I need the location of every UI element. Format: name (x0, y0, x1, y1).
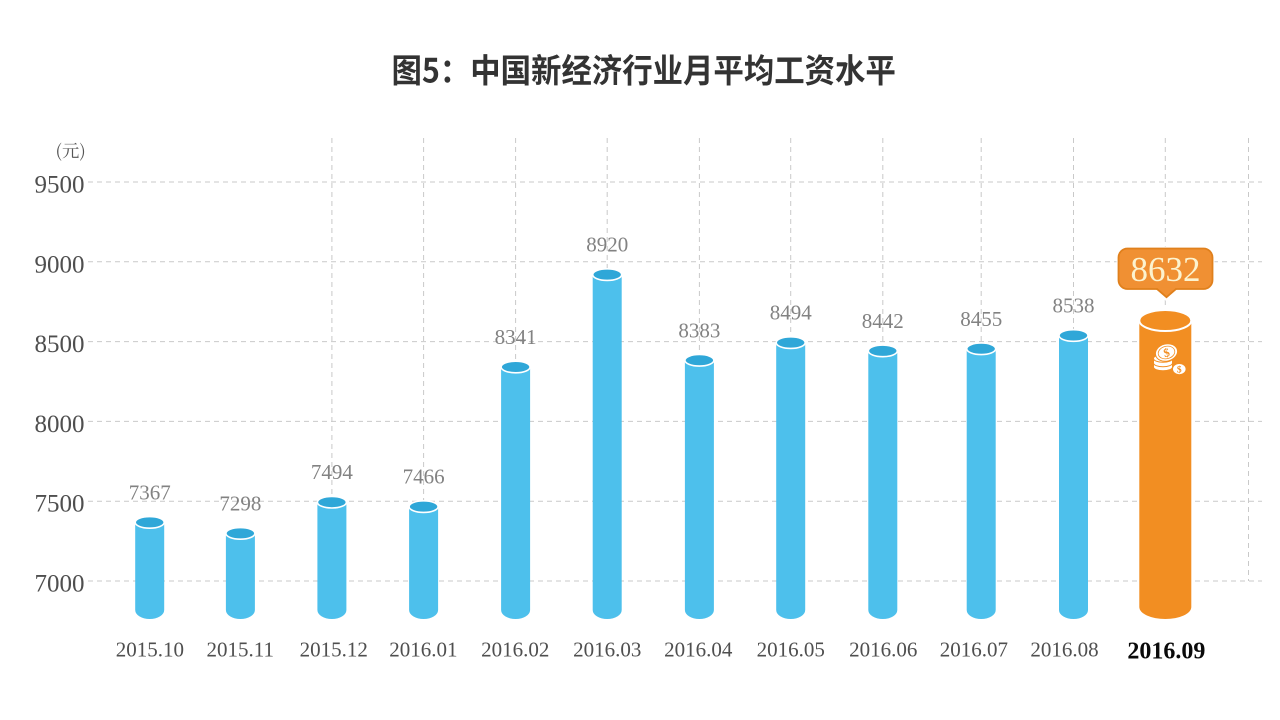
svg-text:9500: 9500 (35, 172, 85, 199)
svg-text:$: $ (1162, 345, 1171, 360)
svg-text:7466: 7466 (403, 465, 445, 489)
svg-text:7367: 7367 (129, 480, 171, 504)
svg-text:2016.02: 2016.02 (481, 638, 549, 662)
svg-text:8500: 8500 (35, 331, 85, 358)
svg-text:8920: 8920 (586, 233, 628, 257)
svg-text:2016.05: 2016.05 (757, 638, 825, 662)
svg-text:8383: 8383 (678, 318, 720, 342)
svg-text:8341: 8341 (495, 325, 537, 349)
svg-text:2016.06: 2016.06 (849, 638, 917, 662)
svg-text:2016.08: 2016.08 (1030, 638, 1098, 662)
svg-text:2015.11: 2015.11 (207, 638, 274, 662)
svg-text:2016.09: 2016.09 (1127, 639, 1205, 665)
svg-text:2016.01: 2016.01 (389, 638, 457, 662)
svg-text:8494: 8494 (770, 301, 813, 325)
svg-text:7000: 7000 (35, 571, 85, 598)
svg-text:7494: 7494 (311, 460, 354, 484)
svg-text:8000: 8000 (35, 411, 85, 438)
svg-text:2016.03: 2016.03 (573, 638, 641, 662)
svg-text:9000: 9000 (35, 251, 85, 278)
svg-text:2016.07: 2016.07 (940, 638, 1008, 662)
svg-text:7500: 7500 (35, 491, 85, 518)
svg-text:8632: 8632 (1131, 250, 1201, 289)
svg-text:$: $ (1177, 365, 1182, 376)
svg-text:2015.10: 2015.10 (116, 638, 184, 662)
svg-text:2015.12: 2015.12 (300, 638, 368, 662)
svg-text:8538: 8538 (1053, 294, 1095, 318)
svg-text:8455: 8455 (960, 307, 1002, 331)
svg-text:7298: 7298 (219, 491, 261, 515)
svg-text:2016.04: 2016.04 (664, 638, 733, 662)
svg-text:8442: 8442 (862, 309, 904, 333)
